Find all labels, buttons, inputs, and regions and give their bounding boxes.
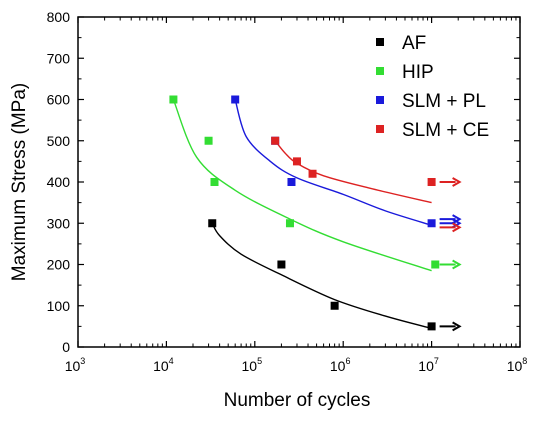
data-point-slm-ce bbox=[427, 178, 436, 186]
y-tick-label: 700 bbox=[47, 50, 71, 66]
y-tick-label: 800 bbox=[47, 9, 71, 25]
data-point-af bbox=[427, 322, 436, 331]
data-point-af bbox=[208, 219, 217, 228]
y-tick-label: 0 bbox=[62, 339, 70, 355]
y-tick-label: 600 bbox=[47, 92, 71, 108]
data-point-slm-pl bbox=[427, 219, 436, 228]
axis-ticks: 0 100 200 300 400 500 600 700 800 103 104 105 106 107… bbox=[47, 9, 528, 374]
fit-curve-slm-ce bbox=[274, 140, 432, 204]
data-point-hip bbox=[169, 95, 178, 104]
x-axis-title: Number of cycles bbox=[224, 390, 371, 411]
x-tick-label: 103 bbox=[65, 356, 86, 374]
y-tick-label: 400 bbox=[47, 174, 71, 190]
legend-marker-slm-pl bbox=[376, 96, 384, 104]
x-tick-label: 108 bbox=[507, 356, 528, 374]
legend-label-slm-pl: SLM + PL bbox=[402, 91, 486, 112]
legend: AF HIP SLM + PL SLM + CE bbox=[376, 33, 489, 141]
data-point-slm-pl bbox=[231, 95, 240, 104]
runout-arrow-hip bbox=[439, 259, 462, 270]
runout-arrow-slm-pl bbox=[439, 214, 462, 224]
y-tick-label: 100 bbox=[47, 298, 71, 314]
runout-arrow-slm-ce bbox=[439, 222, 462, 233]
fit-curve-af bbox=[211, 222, 432, 330]
legend-label-af: AF bbox=[402, 33, 426, 54]
y-tick-label: 300 bbox=[47, 215, 71, 231]
data-point-af bbox=[330, 301, 339, 310]
y-tick-label: 500 bbox=[47, 133, 71, 149]
data-point-hip bbox=[431, 260, 440, 269]
data-point-slm-ce bbox=[308, 169, 317, 178]
data-point-hip bbox=[204, 136, 213, 145]
y-axis-title: Maximum Stress (MPa) bbox=[9, 83, 30, 281]
data-point-slm-ce bbox=[271, 136, 280, 145]
plot-area bbox=[77, 16, 521, 348]
legend-label-slm-ce: SLM + CE bbox=[402, 120, 489, 141]
x-tick-label: 106 bbox=[330, 356, 351, 374]
legend-marker-hip bbox=[376, 67, 384, 75]
legend-marker-af bbox=[376, 38, 384, 46]
fit-curve-hip bbox=[172, 99, 432, 272]
runout-arrow-slm-ce bbox=[439, 177, 462, 187]
x-tick-label: 105 bbox=[242, 356, 263, 374]
data-point-slm-pl bbox=[287, 178, 296, 186]
x-tick-label: 107 bbox=[418, 356, 439, 374]
data-point-hip bbox=[210, 178, 219, 186]
data-point-af bbox=[277, 260, 286, 269]
runout-arrow-af bbox=[439, 321, 462, 332]
legend-marker-slm-ce bbox=[376, 125, 384, 133]
x-tick-label: 104 bbox=[153, 356, 174, 374]
legend-label-hip: HIP bbox=[402, 62, 434, 83]
data-point-hip bbox=[285, 219, 294, 228]
y-tick-label: 200 bbox=[47, 257, 71, 273]
data-point-slm-ce bbox=[292, 157, 301, 166]
fit-curve-slm-pl bbox=[234, 99, 432, 226]
